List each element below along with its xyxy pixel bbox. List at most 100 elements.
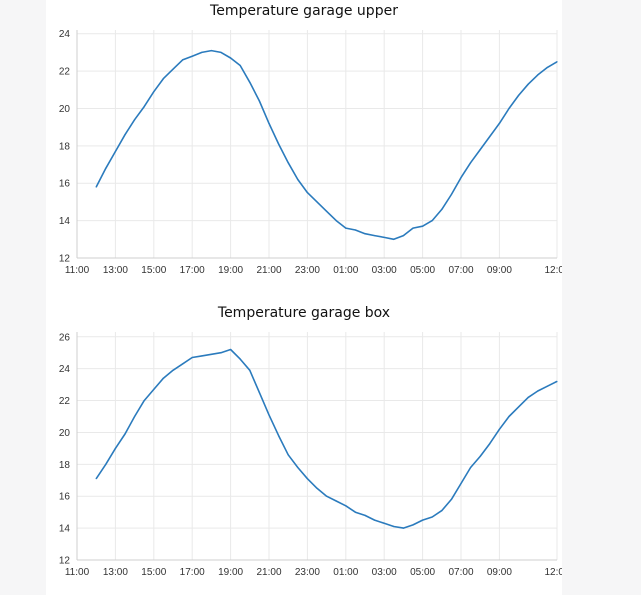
- data-point: [220, 51, 222, 54]
- data-point: [220, 352, 222, 354]
- data-point: [393, 525, 395, 528]
- x-tick-label: 15:00: [141, 265, 166, 276]
- data-point: [230, 348, 232, 351]
- data-point: [268, 122, 270, 125]
- data-point: [326, 210, 328, 212]
- y-tick-label: 14: [59, 216, 71, 227]
- data-point: [489, 135, 491, 138]
- data-point: [402, 527, 404, 529]
- y-tick-label: 12: [59, 556, 71, 567]
- data-point: [249, 81, 251, 83]
- data-point: [297, 178, 299, 181]
- x-tick-label: 21:00: [256, 265, 281, 276]
- data-point: [306, 478, 308, 480]
- data-point: [441, 509, 443, 512]
- x-tick-label: 09:00: [487, 567, 512, 578]
- data-point: [172, 369, 174, 371]
- data-point: [182, 59, 184, 61]
- y-tick-label: 18: [59, 141, 71, 152]
- x-tick-label: 13:00: [103, 265, 128, 276]
- chart-title-upper: Temperature garage upper: [210, 3, 398, 19]
- data-point: [95, 186, 97, 188]
- x-tick-label: 05:00: [410, 567, 435, 578]
- y-tick-label: 26: [59, 332, 71, 343]
- x-tick-label: 17:00: [180, 567, 205, 578]
- data-point: [134, 415, 136, 418]
- data-point: [153, 91, 155, 93]
- x-tick-label: 19:00: [218, 567, 243, 578]
- data-point: [556, 380, 558, 383]
- data-point: [460, 482, 462, 485]
- data-point: [306, 191, 308, 194]
- data-point: [431, 516, 433, 518]
- x-tick-label: 15:00: [141, 567, 166, 578]
- data-point: [508, 107, 510, 110]
- data-point: [345, 227, 347, 229]
- data-point: [153, 388, 155, 390]
- data-point: [393, 238, 395, 240]
- data-point: [508, 415, 510, 418]
- data-point: [335, 220, 337, 222]
- x-tick-label: 03:00: [372, 265, 397, 276]
- data-point: [498, 122, 500, 125]
- data-point: [316, 487, 318, 489]
- data-point: [124, 134, 126, 136]
- data-point: [470, 466, 472, 469]
- data-point: [345, 505, 347, 507]
- data-point: [527, 396, 529, 398]
- x-tick-label: 19:00: [218, 265, 243, 276]
- y-tick-label: 20: [59, 428, 71, 439]
- x-tick-label: 11:00: [65, 567, 90, 578]
- data-point: [268, 414, 270, 416]
- x-tick-label: 01:00: [333, 265, 358, 276]
- data-point: [210, 353, 212, 355]
- data-point: [287, 162, 289, 164]
- x-tick-label: 03:00: [372, 567, 397, 578]
- data-point: [412, 227, 414, 229]
- y-tick-label: 16: [59, 179, 71, 190]
- data-point: [210, 49, 212, 52]
- chart-box: 12 14 16 18 20 22 24 26 11:00 13:00 15:00 17:00 19:0…: [59, 332, 562, 578]
- y-tick-label: 16: [59, 492, 71, 503]
- data-point: [105, 167, 107, 169]
- data-point: [412, 524, 414, 526]
- data-point: [201, 51, 203, 54]
- chart-title-box: Temperature garage box: [217, 305, 391, 321]
- y-tick-label: 18: [59, 460, 71, 471]
- data-point: [546, 66, 548, 68]
- data-point: [230, 57, 232, 59]
- data-point: [249, 369, 251, 371]
- x-tick-label: 09:00: [487, 265, 512, 276]
- data-point: [278, 143, 280, 145]
- data-point: [402, 234, 404, 237]
- data-point: [450, 498, 452, 501]
- data-point: [354, 229, 356, 231]
- data-point: [383, 236, 385, 239]
- data-point: [383, 522, 385, 524]
- y-tick-label: 20: [59, 104, 71, 115]
- data-point: [422, 519, 424, 521]
- x-tick-label: 07:00: [448, 567, 473, 578]
- data-point: [287, 454, 289, 456]
- data-point: [527, 83, 529, 85]
- data-point: [124, 433, 126, 435]
- data-point: [537, 390, 539, 392]
- data-point: [201, 355, 203, 357]
- data-point: [335, 500, 337, 502]
- x-tick-label: 21:00: [256, 567, 281, 578]
- data-point: [172, 68, 174, 70]
- data-point: [95, 478, 97, 480]
- data-point: [354, 511, 356, 513]
- data-point: [441, 208, 443, 211]
- x-tick-label: 11:00: [65, 265, 90, 276]
- x-tick-label: 12:00: [544, 265, 562, 276]
- data-point: [297, 466, 299, 469]
- y-tick-label: 12: [59, 254, 71, 265]
- data-point: [460, 177, 462, 179]
- data-point: [239, 358, 241, 360]
- data-point: [431, 220, 433, 222]
- data-point: [518, 94, 520, 97]
- data-point: [182, 363, 184, 365]
- data-point: [479, 455, 481, 457]
- data-point: [239, 64, 241, 67]
